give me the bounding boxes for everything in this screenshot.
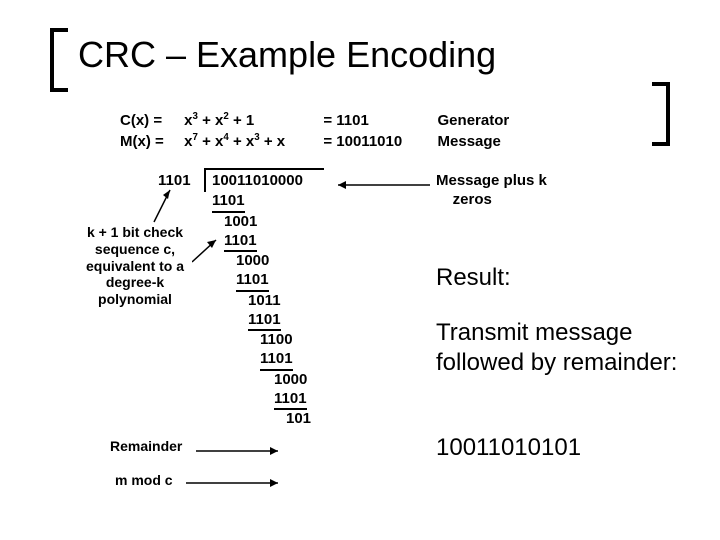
- division-step: 1011: [212, 292, 311, 311]
- longdiv-bar-icon: [204, 168, 324, 170]
- division-step: 1100: [212, 331, 311, 350]
- title-bar: CRC – Example Encoding: [50, 28, 670, 82]
- mx-label: Message: [438, 132, 501, 152]
- division-step: 1101: [212, 311, 311, 332]
- result-text: Transmit message followed by remainder:: [436, 318, 686, 378]
- division-remainder: 101: [212, 410, 311, 429]
- division-step: 1101: [212, 232, 311, 253]
- division-step: 1000: [212, 371, 311, 390]
- division-step: 1101: [212, 390, 311, 411]
- cx-label: Generator: [438, 111, 510, 131]
- division-step: 1101: [212, 350, 311, 371]
- division-step: 1101: [212, 271, 311, 292]
- msg-plus-k-line2: zeros: [453, 191, 492, 208]
- arrow-mmodc-icon: [186, 478, 286, 492]
- mx-row: M(x) = x7 + x4 + x3 + x = 10011010 Messa…: [120, 131, 509, 152]
- polynomial-definitions: C(x) = x3 + x2 + 1 = 1101 Generator M(x)…: [120, 110, 509, 153]
- longdiv-stem-icon: [204, 168, 206, 192]
- mx-bin: = 10011010: [323, 132, 433, 152]
- division-dividend: 10011010000: [212, 172, 303, 189]
- division-step: 1101: [212, 192, 311, 213]
- mmodc-label: m mod c: [115, 472, 173, 488]
- arrow-msg-plus-k-icon: [330, 180, 430, 192]
- arrow-remainder-icon: [196, 446, 286, 460]
- bracket-right-icon: [652, 82, 670, 146]
- division-step: 1001: [212, 213, 311, 232]
- msg-plus-k-line1: Message plus k: [436, 172, 547, 189]
- result-heading: Result:: [436, 264, 511, 292]
- cx-lhs: C(x) =: [120, 111, 180, 131]
- remainder-label: Remainder: [110, 438, 182, 454]
- arrow-divisor-icon: [148, 186, 178, 226]
- check-sequence-annotation: k + 1 bit check sequence c, equivalent t…: [70, 224, 200, 308]
- cx-row: C(x) = x3 + x2 + 1 = 1101 Generator: [120, 110, 509, 131]
- msg-plus-k-annotation: Message plus k zeros: [436, 172, 547, 210]
- division-work: 1101100111011000110110111101110011011000…: [212, 192, 311, 429]
- bracket-left-icon: [50, 28, 68, 92]
- mx-poly: x7 + x4 + x3 + x: [184, 131, 319, 152]
- division-step: 1000: [212, 252, 311, 271]
- arrow-check-seq-icon: [192, 234, 222, 274]
- result-code: 10011010101: [436, 434, 581, 462]
- mx-lhs: M(x) =: [120, 132, 180, 152]
- cx-poly: x3 + x2 + 1: [184, 110, 319, 131]
- cx-bin: = 1101: [323, 111, 433, 131]
- page-title: CRC – Example Encoding: [50, 28, 670, 82]
